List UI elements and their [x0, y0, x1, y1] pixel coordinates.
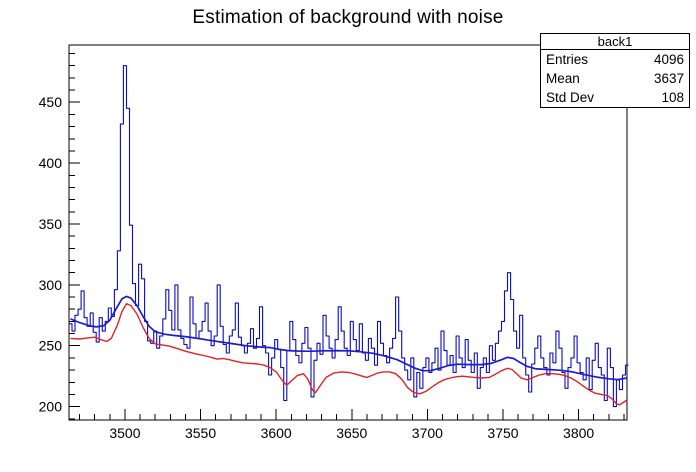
series-smoothed-spectrum: [70, 295, 628, 381]
stats-row: Mean 3637: [541, 69, 689, 88]
plot-frame: [68, 44, 628, 421]
y-tick-label: 350: [39, 216, 63, 232]
y-tick-label: 250: [39, 338, 63, 354]
x-tick-label: 3800: [563, 425, 594, 441]
stats-box: back1 Entries 4096 Mean 3637 Std Dev 108: [540, 33, 690, 108]
stats-row: Std Dev 108: [541, 88, 689, 107]
stats-row: Entries 4096: [541, 50, 689, 69]
stats-label: Entries: [546, 52, 589, 67]
stats-label: Mean: [546, 71, 580, 86]
stats-value: 3637: [653, 71, 684, 86]
x-tick-label: 3700: [412, 425, 443, 441]
stats-title: back1: [541, 34, 689, 50]
y-tick-label: 450: [39, 94, 63, 110]
series-estimated-background: [70, 303, 628, 406]
x-tick-label: 3600: [261, 425, 292, 441]
y-tick-label: 200: [39, 399, 63, 415]
x-tick-label: 3550: [185, 425, 216, 441]
series-noisy-spectrum: [69, 65, 629, 408]
x-tick-label: 3500: [109, 425, 140, 441]
chart-title: Estimation of background with noise: [192, 7, 504, 28]
stats-label: Std Dev: [546, 90, 595, 105]
x-tick-label: 3650: [336, 425, 367, 441]
stats-value: 4096: [653, 52, 684, 67]
stats-value: 108: [661, 90, 684, 105]
y-tick-label: 400: [39, 155, 63, 171]
y-tick-label: 300: [39, 277, 63, 293]
x-tick-label: 3750: [487, 425, 518, 441]
